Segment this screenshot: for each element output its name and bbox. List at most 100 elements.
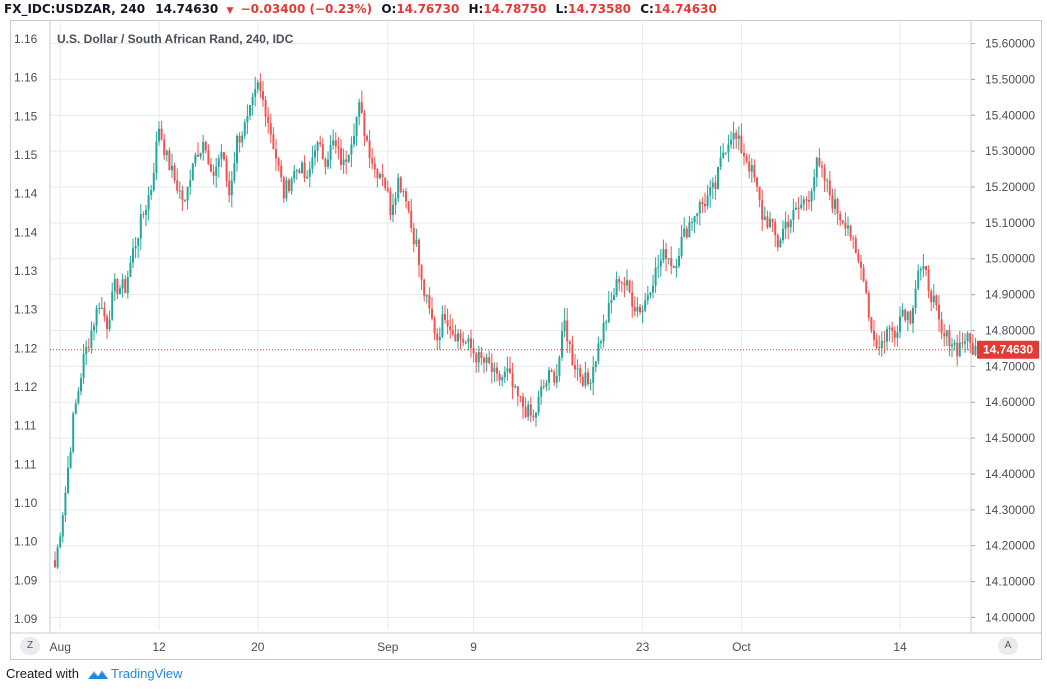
candle-body — [600, 341, 602, 344]
candle-body — [896, 332, 899, 338]
candle-body — [69, 451, 72, 468]
symbol-label[interactable]: FX_IDC:USDZAR, 240 — [4, 2, 146, 16]
candle-body — [230, 180, 233, 196]
candle-body — [316, 142, 319, 151]
candle-body — [134, 245, 137, 249]
candle-body — [498, 373, 501, 381]
candle-body — [649, 292, 652, 296]
candle-body — [511, 373, 514, 388]
candle-body — [178, 190, 181, 192]
candle-body — [415, 239, 418, 245]
candle-body — [579, 368, 582, 377]
candle-body — [828, 180, 831, 196]
right-tick-label: 14.50000 — [985, 431, 1035, 445]
candle-body — [906, 311, 909, 321]
candle-body — [113, 279, 116, 292]
close-value: 14.74630 — [653, 2, 717, 16]
candle-body — [217, 158, 220, 167]
candle-body — [732, 132, 735, 140]
candle-body — [324, 158, 327, 167]
candle-body — [901, 309, 904, 317]
candle-body — [602, 322, 605, 342]
tradingview-brand-link[interactable]: TradingView — [110, 666, 183, 681]
candle-body — [129, 262, 132, 277]
candle-body — [696, 213, 699, 217]
candle-body — [683, 228, 686, 237]
candle-body — [210, 164, 212, 172]
candle-body — [691, 222, 693, 224]
candle-body — [909, 311, 912, 324]
candle-body — [386, 188, 389, 192]
candle-body — [769, 219, 771, 228]
candle-body — [607, 302, 610, 323]
candle-body — [368, 140, 371, 158]
candle-body — [550, 370, 553, 372]
candle-body — [412, 227, 415, 245]
candle-body — [72, 413, 75, 452]
time-tick-label: 9 — [470, 640, 477, 654]
candle-body — [693, 216, 696, 223]
candle-body — [64, 492, 67, 516]
candle-body — [555, 375, 558, 383]
candle-body — [919, 268, 922, 271]
close-label: C: — [640, 2, 654, 16]
candle-body — [938, 304, 940, 320]
right-price-axis: 14.00000 14.10000 14.20000 14.30000 14.40000… — [970, 20, 1035, 633]
candle-body — [425, 295, 428, 297]
candle-body — [888, 327, 891, 329]
candle-body — [329, 145, 332, 160]
right-tick-label: 14.80000 — [985, 323, 1035, 337]
candle-body — [147, 195, 150, 210]
candle-body — [935, 295, 938, 305]
open-label: O: — [381, 2, 397, 16]
auto-scale-button[interactable]: A — [998, 637, 1018, 655]
candle-body — [256, 82, 259, 90]
candle-body — [706, 195, 709, 207]
candle-body — [628, 280, 631, 293]
high-value: 14.78750 — [483, 2, 547, 16]
candle-body — [103, 307, 106, 317]
candle-body — [808, 199, 810, 202]
candle-body — [277, 158, 280, 166]
candle-body — [740, 135, 743, 153]
candle-body — [961, 342, 964, 344]
candle-body — [87, 346, 90, 348]
candle-body — [522, 396, 524, 407]
candle-body — [852, 237, 855, 239]
candle-body — [464, 342, 467, 344]
candle-body — [743, 152, 745, 157]
candle-body — [82, 354, 85, 379]
candle-body — [763, 216, 766, 220]
candle-body — [332, 140, 335, 146]
candle-body — [379, 174, 381, 179]
left-tick-label: 1.16 — [14, 71, 38, 85]
time-axis: Aug 12 20 Sep 9 23 Oct 14 — [10, 632, 1042, 654]
candle-body — [665, 249, 667, 259]
candle-body — [654, 267, 657, 286]
candle-body — [836, 199, 839, 214]
candle-body — [95, 308, 98, 326]
candle-body — [433, 318, 436, 334]
candle-body — [623, 283, 626, 286]
candle-body — [347, 154, 350, 162]
candle-body — [815, 157, 818, 178]
candle-body — [844, 222, 847, 229]
candle-body — [264, 99, 267, 117]
zoom-toggle-button[interactable]: Z — [20, 637, 40, 655]
candle-body — [119, 288, 121, 295]
candle-body — [581, 376, 584, 386]
candle-body — [225, 159, 228, 181]
candle-body — [873, 330, 875, 340]
candle-body — [334, 140, 337, 147]
candle-body — [449, 326, 452, 331]
time-tick-label: Oct — [732, 640, 751, 654]
candle-body — [308, 168, 311, 177]
candle-body — [59, 536, 62, 548]
candle-body — [652, 285, 654, 293]
candle-body — [568, 341, 571, 345]
candle-body — [74, 403, 77, 414]
candle-body — [438, 336, 441, 341]
candle-body — [145, 209, 147, 215]
candle-body — [207, 150, 210, 165]
